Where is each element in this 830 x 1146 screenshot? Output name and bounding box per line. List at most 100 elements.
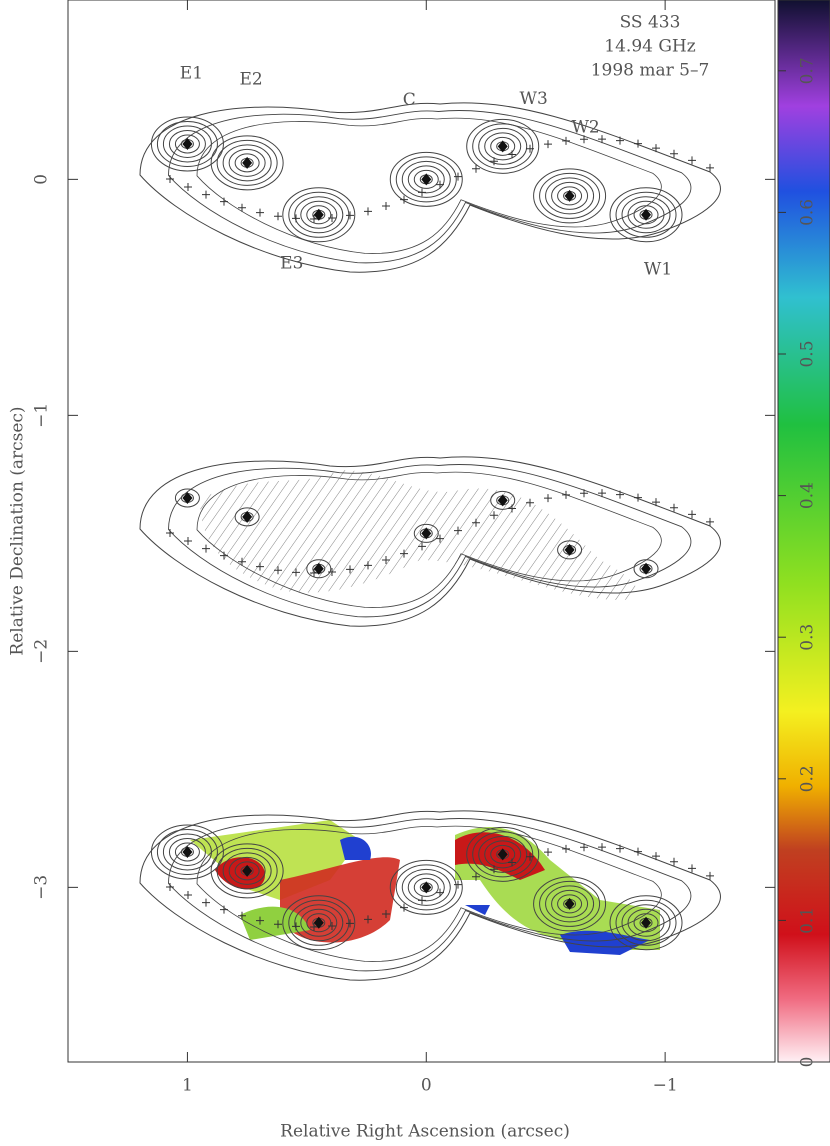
jet-trace — [274, 920, 282, 929]
contour — [395, 864, 457, 911]
jet-trace — [256, 562, 264, 571]
component-label: E3 — [280, 253, 303, 273]
contour — [413, 877, 439, 897]
contour — [174, 842, 200, 862]
component-marker — [564, 189, 575, 202]
contour — [557, 540, 583, 560]
component-marker — [641, 208, 652, 221]
contour — [174, 488, 200, 508]
jet-trace — [202, 898, 210, 907]
contour — [490, 136, 516, 156]
jet-trace — [328, 213, 336, 222]
x-tick-label: −1 — [653, 1076, 678, 1096]
jet-trace — [382, 910, 390, 919]
component-marker — [242, 510, 253, 523]
jet-trace — [526, 498, 534, 507]
jet-trace — [472, 164, 480, 173]
jet-trace — [652, 498, 660, 507]
jet-trace — [508, 858, 516, 867]
jet-trace — [652, 144, 660, 153]
jet-trace — [310, 922, 318, 931]
contour — [168, 464, 692, 618]
colorbar-tick-label: 0.1 — [798, 907, 818, 934]
jet-trace — [184, 182, 192, 191]
component-label: E2 — [240, 69, 263, 89]
contour — [621, 196, 671, 234]
contour — [389, 859, 463, 915]
jet-trace — [220, 551, 228, 560]
contour — [210, 843, 284, 899]
jet-trace — [454, 172, 462, 181]
component-marker — [182, 845, 193, 858]
jet-trace — [598, 135, 606, 144]
component-marker — [497, 494, 508, 507]
jet-trace — [562, 490, 570, 499]
component-marker — [564, 897, 575, 910]
contour — [228, 148, 266, 177]
jet-trace — [364, 561, 372, 570]
panel — [139, 456, 721, 627]
jet-trace — [544, 494, 552, 503]
component-marker — [313, 562, 324, 575]
contour — [484, 132, 522, 161]
contour — [150, 116, 224, 172]
jet-trace — [310, 214, 318, 223]
jet-trace — [508, 150, 516, 159]
jet-trace — [166, 175, 174, 183]
component-marker — [641, 916, 652, 929]
jet-trace — [454, 880, 462, 889]
contour — [156, 828, 218, 875]
contour — [288, 899, 350, 946]
contour — [389, 151, 463, 207]
component-marker — [497, 848, 508, 861]
jet-trace — [400, 903, 408, 912]
jet-trace — [688, 864, 696, 873]
jet-trace — [508, 504, 516, 513]
plot-frame — [67, 0, 776, 1063]
jet-trace — [274, 212, 282, 221]
contour — [401, 868, 451, 906]
jet-trace — [616, 844, 624, 853]
jet-trace — [418, 542, 426, 551]
contour — [288, 191, 350, 238]
contour — [216, 139, 278, 186]
contour — [139, 456, 721, 627]
contour — [222, 852, 272, 890]
jet-trace — [292, 922, 300, 931]
contour — [615, 899, 677, 946]
colorbar-tick-label: 0.3 — [798, 624, 818, 651]
contour — [633, 205, 659, 225]
colorbar-tick-label: 0.2 — [798, 765, 818, 792]
colorbar — [777, 0, 830, 1063]
contour — [139, 102, 721, 273]
component-marker — [242, 864, 253, 877]
annotation: SS 433 — [620, 13, 681, 33]
jet-trace — [706, 871, 714, 880]
jet-trace — [616, 490, 624, 499]
jet-trace — [688, 156, 696, 165]
contour — [627, 908, 665, 937]
contour — [210, 135, 284, 191]
y-tick-label: −1 — [32, 403, 52, 428]
contour — [633, 559, 659, 579]
jet-trace — [436, 534, 444, 543]
jet-trace — [616, 136, 624, 145]
jet-trace — [238, 203, 246, 212]
contour — [413, 169, 439, 189]
contour — [196, 471, 662, 608]
colorbar-tick-label: 0.4 — [798, 482, 818, 509]
jet-trace — [400, 549, 408, 558]
contour — [282, 895, 356, 951]
contour — [490, 490, 516, 510]
contour — [545, 177, 595, 215]
component-marker — [421, 527, 432, 540]
jet-trace — [436, 888, 444, 897]
jet-trace — [166, 529, 174, 537]
contour — [539, 880, 601, 927]
jet-trace — [364, 915, 372, 924]
contour — [234, 153, 260, 173]
contour — [306, 913, 332, 933]
jet-trace — [490, 865, 498, 874]
jet-trace — [418, 188, 426, 197]
jet-trace — [310, 568, 318, 577]
